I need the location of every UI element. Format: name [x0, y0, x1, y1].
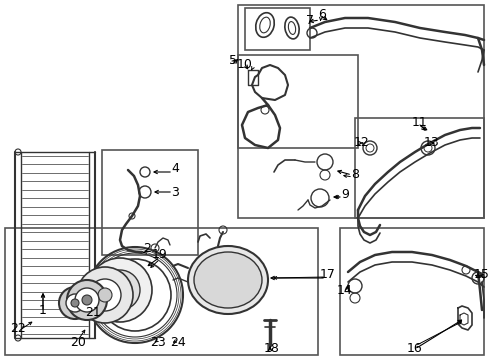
Text: 6: 6 [317, 9, 325, 22]
Bar [5, 228, 317, 355]
Text: 22: 22 [10, 321, 26, 334]
Circle shape [110, 280, 130, 300]
Bar [244, 8, 309, 50]
Circle shape [75, 288, 99, 312]
Ellipse shape [187, 246, 267, 314]
Text: 24: 24 [170, 336, 185, 348]
Text: 13: 13 [423, 135, 439, 148]
Circle shape [77, 267, 133, 323]
Circle shape [100, 270, 140, 310]
Text: 1: 1 [39, 303, 47, 316]
Text: 12: 12 [353, 135, 369, 148]
Text: 4: 4 [171, 162, 179, 175]
Ellipse shape [194, 252, 262, 308]
Text: 15: 15 [473, 269, 488, 282]
Text: 2: 2 [143, 242, 151, 255]
Text: 19: 19 [152, 248, 167, 261]
Circle shape [88, 258, 152, 322]
Text: 8: 8 [350, 168, 358, 181]
Text: 23: 23 [150, 336, 165, 348]
Circle shape [67, 280, 107, 320]
Circle shape [66, 294, 84, 312]
Text: 11: 11 [411, 116, 427, 129]
Circle shape [89, 279, 121, 311]
Text: 18: 18 [264, 342, 279, 355]
Circle shape [98, 288, 112, 302]
Text: 3: 3 [171, 185, 179, 198]
Bar [238, 5, 483, 218]
Text: 5: 5 [228, 54, 237, 67]
Bar [238, 55, 357, 148]
Text: 20: 20 [70, 336, 86, 348]
Text: 7: 7 [305, 13, 313, 27]
Text: 21: 21 [85, 306, 101, 320]
Bar [102, 150, 198, 255]
Text: 16: 16 [407, 342, 422, 355]
Text: 10: 10 [237, 58, 252, 72]
Text: 9: 9 [340, 189, 348, 202]
Circle shape [71, 299, 79, 307]
Text: 17: 17 [320, 269, 335, 282]
Bar [339, 228, 483, 355]
Text: 14: 14 [336, 284, 352, 297]
Circle shape [82, 295, 92, 305]
Bar [354, 118, 483, 218]
Circle shape [59, 287, 91, 319]
